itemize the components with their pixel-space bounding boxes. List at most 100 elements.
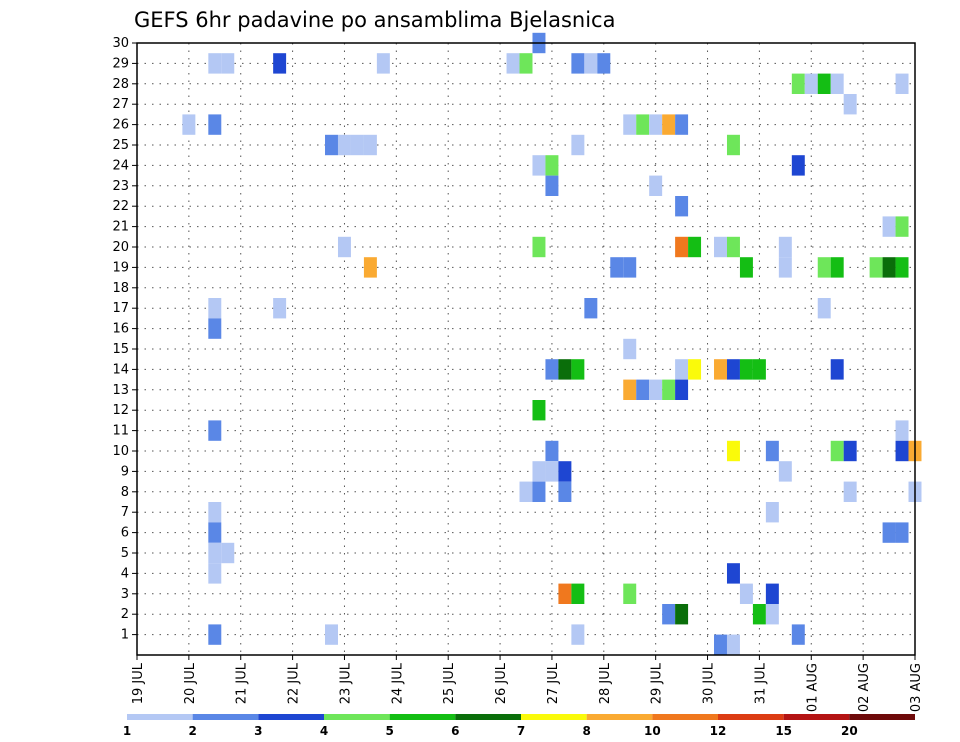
precip-cell — [221, 53, 235, 74]
y-tick-label: 11 — [112, 424, 129, 439]
precip-cell — [739, 257, 753, 278]
legend-label: 20 — [841, 724, 858, 738]
precip-cell — [895, 257, 909, 278]
y-tick-label: 26 — [112, 118, 129, 133]
precip-cell — [714, 236, 727, 258]
legend-swatch — [783, 714, 850, 720]
y-tick-label: 5 — [121, 546, 129, 561]
precip-cell — [817, 298, 831, 319]
precip-cell — [895, 216, 909, 237]
precip-cell — [791, 73, 805, 94]
precip-cell — [675, 114, 689, 135]
legend-swatch — [455, 714, 521, 720]
legend-swatch — [586, 714, 653, 720]
precip-cell — [830, 359, 844, 380]
precip-cell — [558, 481, 572, 502]
precip-cell — [208, 624, 222, 645]
precip-cell — [778, 257, 792, 278]
precip-cell — [895, 440, 909, 462]
y-tick-label: 15 — [112, 342, 129, 357]
precip-cell — [765, 604, 779, 625]
precip-cell — [558, 583, 572, 604]
precip-cell — [830, 73, 844, 94]
precip-cell — [584, 53, 598, 74]
y-tick-label: 29 — [112, 56, 129, 71]
y-tick-label: 1 — [121, 628, 129, 643]
precip-cell — [208, 502, 222, 523]
legend-swatch — [652, 714, 718, 720]
precip-cell — [726, 134, 740, 156]
precip-cell — [623, 583, 637, 604]
y-tick-label: 28 — [112, 77, 129, 92]
precip-cell — [675, 604, 689, 625]
precip-cell — [765, 440, 779, 462]
legend-swatch — [324, 714, 390, 720]
x-tick-label: 21 JUL — [235, 662, 250, 704]
precip-cell — [545, 461, 559, 482]
y-tick-label: 13 — [112, 383, 129, 398]
y-tick-label: 21 — [112, 220, 129, 235]
legend-label: 4 — [320, 724, 328, 738]
precip-cell — [571, 583, 585, 604]
precip-cell — [739, 359, 753, 380]
x-tick-label: 26 JUL — [494, 662, 509, 704]
y-tick-label: 12 — [112, 403, 129, 418]
y-tick-label: 16 — [112, 322, 129, 337]
x-tick-label: 28 JUL — [598, 662, 613, 704]
legend-swatch — [192, 714, 259, 720]
legend-label: 3 — [254, 724, 262, 738]
precip-cell — [532, 155, 546, 176]
x-tick-label: 25 JUL — [442, 662, 457, 704]
precip-cell — [350, 134, 364, 156]
y-tick-label: 27 — [112, 97, 129, 112]
precip-cell — [221, 542, 235, 564]
x-tick-label: 20 JUL — [183, 662, 198, 704]
precip-cell — [532, 481, 546, 502]
y-tick-label: 4 — [121, 566, 129, 581]
precip-cell — [623, 338, 637, 360]
y-tick-label: 22 — [112, 199, 129, 214]
precip-cell — [597, 53, 611, 74]
y-tick-label: 17 — [112, 301, 129, 316]
precip-cell — [636, 114, 650, 135]
precip-cell — [765, 583, 779, 604]
precip-cell — [623, 114, 637, 135]
precip-cell — [325, 134, 338, 156]
precip-cell — [843, 94, 857, 115]
precip-cell — [376, 53, 390, 74]
precip-cell — [791, 155, 805, 176]
x-tick-label: 03 AUG — [909, 663, 924, 712]
precip-cell — [571, 624, 585, 645]
precip-cell — [208, 522, 222, 543]
x-tick-label: 27 JUL — [546, 662, 561, 704]
precip-cell — [532, 461, 546, 482]
legend-swatch — [258, 714, 324, 720]
y-tick-label: 2 — [121, 607, 129, 622]
precip-cell — [571, 53, 585, 74]
precip-cell — [363, 257, 377, 278]
precip-cell — [273, 53, 287, 74]
grid — [136, 42, 916, 655]
precip-cell — [817, 257, 831, 278]
precip-cell — [817, 73, 831, 94]
legend-label: 2 — [188, 724, 196, 738]
legend-swatch — [521, 714, 587, 720]
precip-cell — [895, 522, 909, 543]
precip-cell — [519, 53, 533, 74]
x-tick-label: 30 JUL — [702, 662, 717, 704]
precip-cell — [532, 400, 546, 421]
precip-cell — [726, 359, 740, 380]
legend-label: 7 — [517, 724, 525, 738]
precip-cell — [532, 236, 546, 258]
precip-cell — [882, 216, 896, 237]
precip-cell — [208, 298, 222, 319]
precip-cell — [739, 583, 753, 604]
precip-cell — [273, 298, 287, 319]
precip-cell — [208, 114, 222, 135]
y-tick-label: 9 — [121, 464, 129, 479]
precip-cell — [649, 114, 663, 135]
legend-swatch — [849, 714, 915, 720]
precip-cell — [506, 53, 520, 74]
x-axis-ticks: 19 JUL 20 JUL 21 JUL 22 JUL 23 JUL 24 JUL 25 J… — [131, 655, 924, 712]
y-tick-label: 6 — [121, 526, 129, 541]
